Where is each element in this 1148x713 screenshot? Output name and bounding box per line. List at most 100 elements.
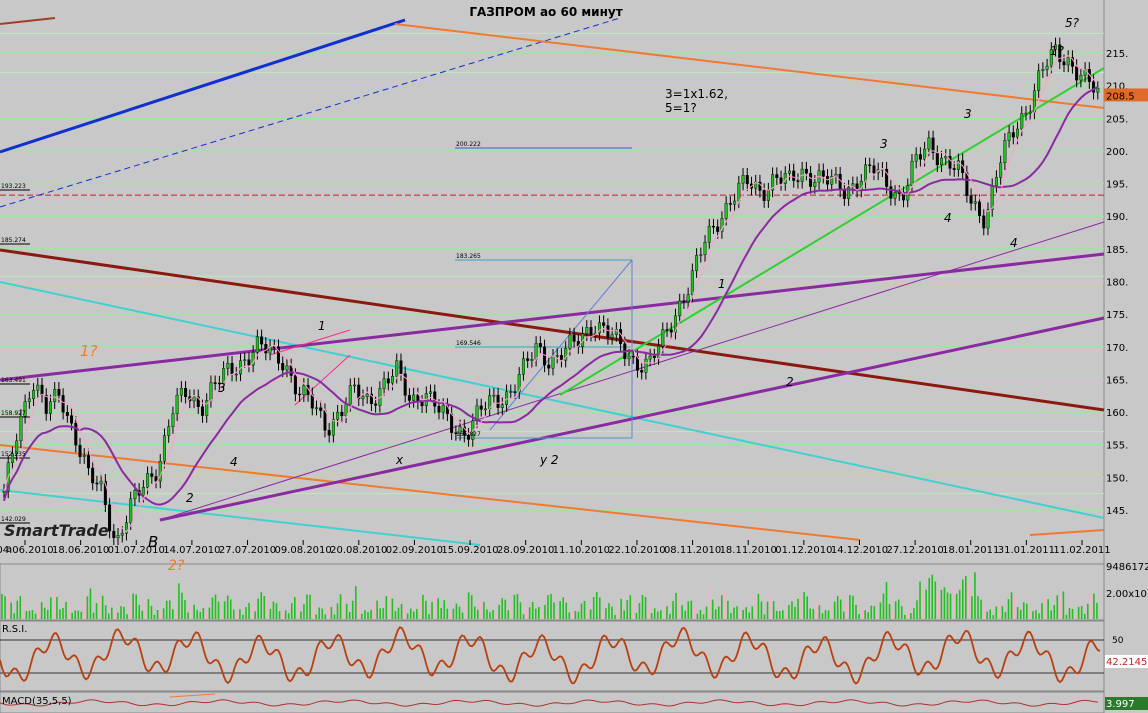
candle-body (690, 270, 694, 295)
candle-body (315, 407, 319, 409)
macd-pane (0, 691, 1105, 713)
candle-body (82, 455, 86, 457)
candle-body (775, 174, 779, 179)
candle-body (547, 364, 551, 369)
candle-body (146, 473, 150, 488)
candle-body (243, 359, 247, 361)
candle-body (931, 137, 935, 153)
candle-body (192, 396, 196, 402)
rsi-value: 42.2145 (1106, 657, 1147, 668)
candle-body (669, 329, 673, 333)
current-price-box (1104, 88, 1148, 102)
candle-body (796, 180, 800, 182)
candle-body (1054, 44, 1058, 50)
candle-body (1037, 70, 1041, 92)
candle-body (264, 344, 268, 354)
candle-body (407, 395, 411, 401)
candle-body (95, 482, 99, 485)
candle-body (361, 396, 365, 400)
candle-body (441, 405, 445, 413)
wave-label: 4 (230, 455, 238, 469)
candle-body (969, 195, 973, 204)
candle-body (948, 156, 952, 169)
candle-body (559, 355, 563, 361)
candle-body (53, 389, 57, 402)
level-label: 193.223 (1, 183, 26, 190)
candle-body (154, 476, 158, 482)
candle-body (124, 522, 128, 534)
candle-body (1079, 74, 1083, 81)
candle-body (509, 391, 513, 393)
candle-body (1049, 49, 1053, 67)
candle-body (158, 461, 162, 482)
candle-body (792, 170, 796, 181)
candle-body (15, 440, 19, 454)
candle-body (302, 385, 306, 395)
level-label: 185.274 (1, 237, 26, 244)
candle-body (230, 362, 234, 375)
candle-body (23, 401, 27, 417)
candle-body (661, 329, 665, 347)
candle-body (973, 201, 977, 204)
candle-body (281, 363, 285, 371)
candle-body (293, 375, 297, 395)
candle-body (910, 160, 914, 186)
candle-body (386, 378, 390, 384)
candle-body (961, 160, 965, 173)
x-tick-label: 11.02.2011 (1053, 545, 1110, 556)
candle-body (741, 175, 745, 184)
candle-body (357, 384, 361, 400)
candle-body (255, 336, 259, 353)
candle-body (889, 186, 893, 199)
candle-body (602, 322, 606, 326)
candle-body (804, 168, 808, 174)
candle-body (129, 498, 133, 523)
level-label: 183.265 (456, 253, 481, 260)
moving-averages (3, 55, 1099, 533)
candle-body (720, 218, 724, 232)
candle-body (530, 359, 534, 361)
candle-body (935, 152, 939, 166)
x-axis-band (0, 540, 1148, 564)
y-tick-label: 180. (1106, 278, 1128, 289)
trendline (559, 67, 1105, 396)
candle-body (10, 453, 14, 463)
candle-body (289, 365, 293, 376)
level-label: 158.927 (1, 410, 26, 417)
candle-body (1041, 69, 1045, 71)
candle-body (1016, 128, 1020, 138)
candle-body (940, 157, 944, 166)
candle-body (619, 329, 623, 345)
candle-body (1024, 112, 1028, 115)
wave-label: 1 (718, 277, 726, 291)
candle-body (48, 401, 52, 414)
candle-body (1020, 113, 1024, 130)
x-tick-label: 14.12.2010 (831, 545, 888, 556)
candle-body (353, 384, 357, 387)
candle-body (779, 177, 783, 184)
x-tick-label: 14.07.2010 (163, 545, 220, 556)
candle-body (597, 322, 601, 334)
candle-body (699, 254, 703, 256)
candle-body (893, 192, 897, 199)
macd-line (0, 693, 1099, 707)
wave-label: 3 (880, 137, 888, 151)
candle-body (994, 177, 998, 186)
candle-body (285, 365, 289, 371)
candle-body (467, 435, 471, 440)
candle-body (733, 200, 737, 205)
candle-body (728, 203, 732, 205)
candle-body (1066, 57, 1070, 66)
candle-body (952, 168, 956, 170)
rsi-pane (0, 620, 1105, 692)
candle-body (479, 405, 483, 410)
candle-body (247, 359, 251, 366)
candle-body (1045, 65, 1049, 70)
x-tick-label: 09.08.2010 (275, 545, 332, 556)
candle-body (120, 533, 124, 536)
wave-label: 1? (80, 342, 98, 360)
macd-value: 3.997 (1106, 699, 1135, 710)
candle-body (762, 190, 766, 201)
candle-body (116, 535, 120, 539)
